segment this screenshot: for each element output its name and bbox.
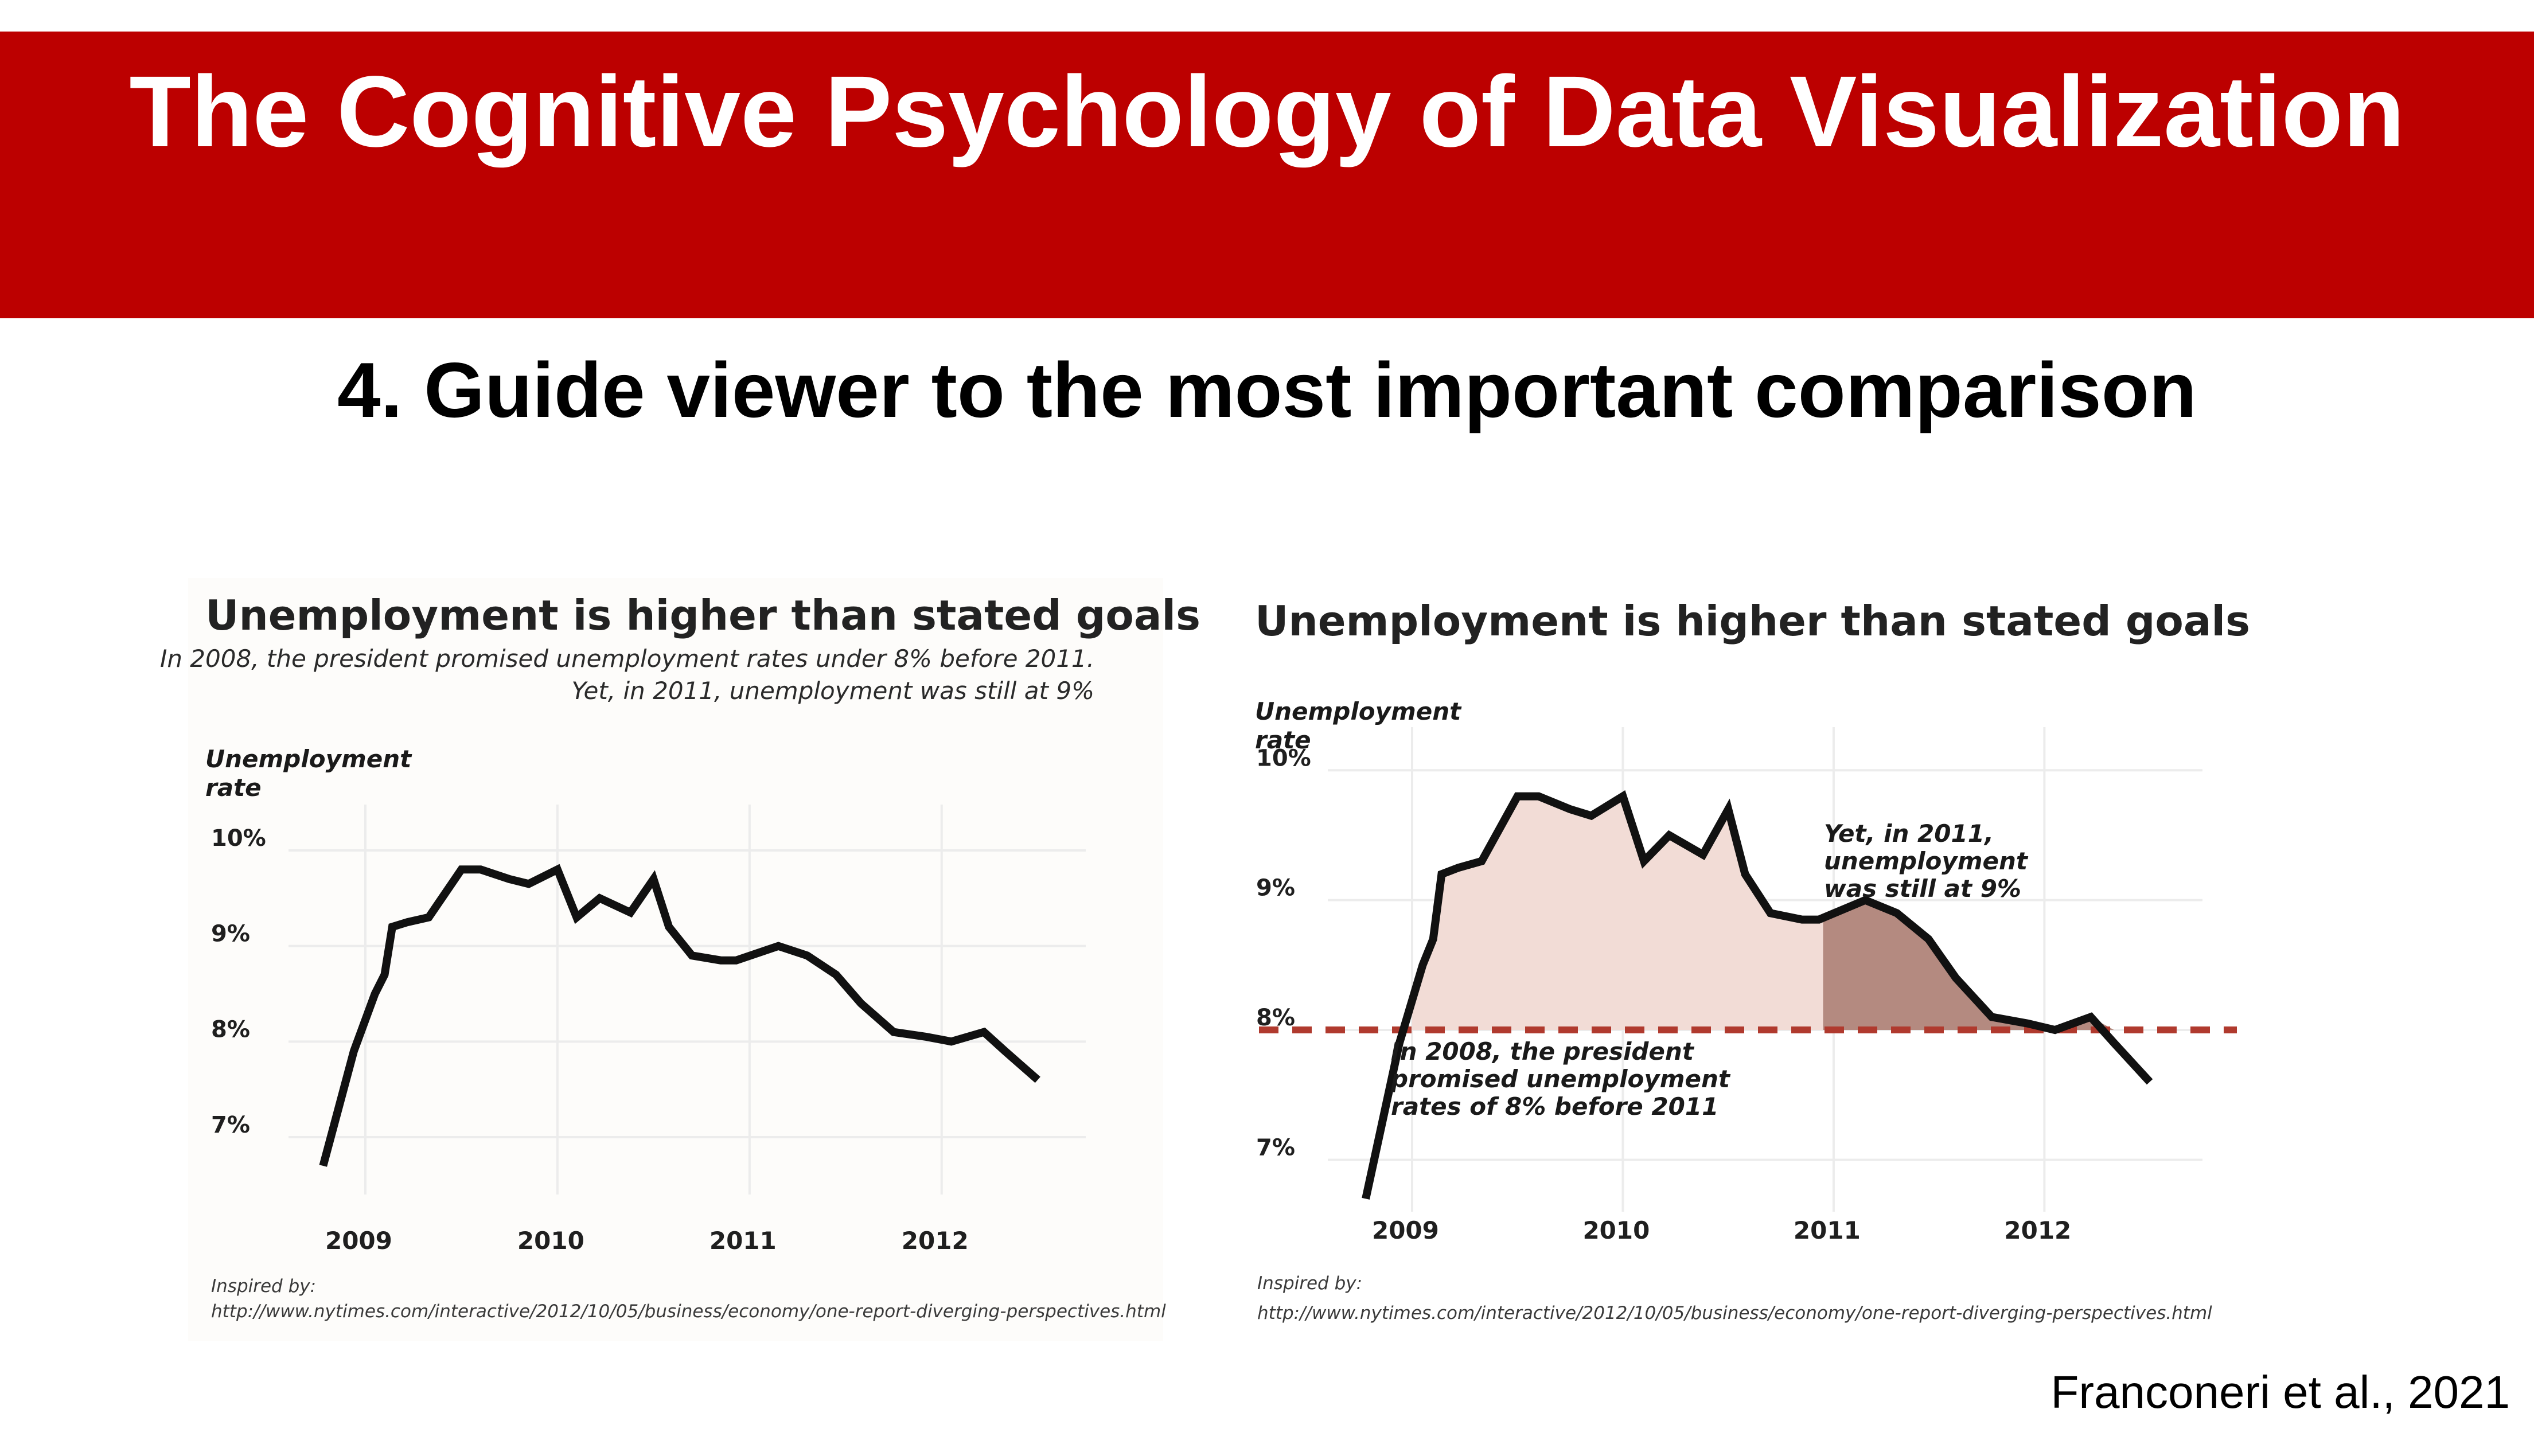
y-tick-label: 7%: [211, 1112, 250, 1138]
y-tick-label: 10%: [1256, 745, 1311, 771]
chart-note-line: Yet, in 2011, unemployment was still at …: [571, 677, 1094, 705]
y-tick-label: 10%: [211, 825, 266, 852]
source-note: http://www.nytimes.com/interactive/2012/…: [1257, 1303, 2212, 1324]
y-axis-label: Unemployment: [205, 745, 412, 773]
title-banner: [0, 32, 2534, 318]
citation: Franconeri et al., 2021: [2050, 1367, 2510, 1418]
x-tick-label: 2009: [325, 1227, 392, 1255]
x-tick-label: 2010: [517, 1227, 584, 1255]
chart-left-background: [188, 578, 1163, 1341]
x-tick-label: 2012: [902, 1227, 969, 1255]
y-axis-label: Unemployment: [1255, 697, 1462, 725]
slide-subtitle: 4. Guide viewer to the most important co…: [337, 346, 2197, 434]
annotation-line: rates of 8% before 2011: [1391, 1092, 1718, 1121]
annotation-line: unemployment: [1824, 847, 2029, 875]
source-note: http://www.nytimes.com/interactive/2012/…: [211, 1301, 1166, 1322]
unemployment-line: [1362, 790, 2153, 1200]
y-tick-label: 9%: [1256, 875, 1295, 901]
chart-left: Unemployment is higher than stated goals…: [160, 591, 1200, 1322]
annotation-line: Yet, in 2011,: [1824, 819, 1994, 848]
x-tick-label: 2010: [1582, 1216, 1650, 1244]
annotation-line: promised unemployment: [1390, 1065, 1731, 1093]
y-tick-label: 7%: [1256, 1134, 1295, 1161]
slide-title: The Cognitive Psychology of Data Visuali…: [129, 56, 2405, 168]
unemployment-line: [319, 864, 1040, 1167]
chart-right: Unemployment is higher than stated goals…: [1255, 597, 2250, 1324]
y-tick-label: 8%: [211, 1016, 250, 1043]
x-tick-label: 2009: [1372, 1216, 1439, 1244]
chart-title: Unemployment is higher than stated goals: [1255, 597, 2250, 645]
shaded-region: [1823, 900, 2150, 1030]
x-tick-label: 2011: [709, 1227, 777, 1255]
y-axis-label: rate: [205, 774, 262, 802]
y-tick-label: 9%: [211, 921, 250, 947]
x-tick-label: 2011: [1794, 1216, 1861, 1244]
y-axis-label: rate: [1255, 726, 1311, 754]
source-note: Inspired by:: [1257, 1273, 1362, 1294]
chart-note-line: In 2008, the president promised unemploy…: [160, 645, 1094, 673]
annotation-line: was still at 9%: [1824, 875, 2021, 903]
source-note: Inspired by:: [211, 1276, 316, 1297]
annotation-line: In 2008, the president: [1391, 1037, 1695, 1065]
shaded-region: [1412, 796, 1823, 1030]
chart-title: Unemployment is higher than stated goals: [205, 591, 1200, 639]
x-tick-label: 2012: [2004, 1216, 2071, 1244]
